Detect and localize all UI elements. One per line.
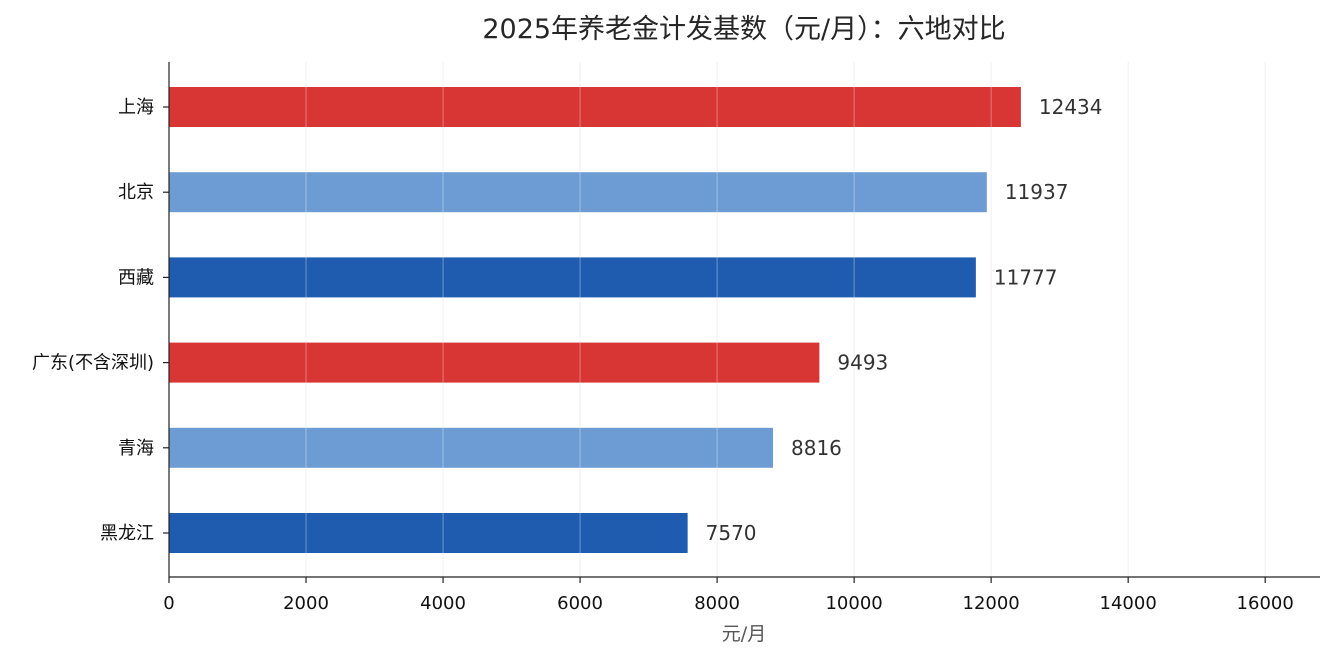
value-label: 11937 — [1005, 180, 1069, 204]
bar — [169, 257, 976, 298]
x-tick-label: 12000 — [963, 593, 1020, 614]
x-tick-label: 8000 — [694, 593, 740, 614]
x-axis-title: 元/月 — [722, 623, 766, 645]
x-tick-label: 4000 — [420, 593, 466, 614]
chart-title: 2025年养老金计发基数（元/月）：六地对比 — [482, 14, 1005, 45]
x-tick-label: 14000 — [1100, 593, 1157, 614]
value-label: 7570 — [706, 521, 757, 545]
value-labels: 12434 11937 11777 9493 8816 7570 — [706, 95, 1103, 545]
category-label: 青海 — [118, 438, 154, 459]
bar — [169, 87, 1021, 127]
bar — [169, 427, 774, 468]
gridlines-overlay — [305, 62, 1266, 577]
x-tick-label: 16000 — [1237, 593, 1294, 614]
category-label: 上海 — [118, 97, 154, 118]
value-label: 12434 — [1039, 95, 1103, 119]
bars — [169, 87, 1021, 553]
x-tick-label: 10000 — [825, 593, 882, 614]
category-label: 黑龙江 — [100, 523, 154, 544]
x-tick-label: 2000 — [283, 593, 329, 614]
category-label: 北京 — [118, 182, 154, 203]
bar — [169, 172, 987, 213]
bar — [169, 342, 820, 383]
category-label: 广东(不含深圳) — [32, 353, 154, 374]
value-label: 8816 — [791, 436, 842, 460]
value-label: 9493 — [837, 351, 888, 375]
x-tick-label: 0 — [163, 593, 174, 614]
gridlines — [305, 62, 1266, 577]
value-label: 11777 — [994, 265, 1058, 289]
x-axis: 0 2000 4000 6000 8000 10000 12000 14000 16000 — [163, 576, 1320, 614]
category-label: 西藏 — [118, 267, 154, 288]
bar — [169, 513, 688, 553]
x-tick-label: 6000 — [557, 593, 603, 614]
